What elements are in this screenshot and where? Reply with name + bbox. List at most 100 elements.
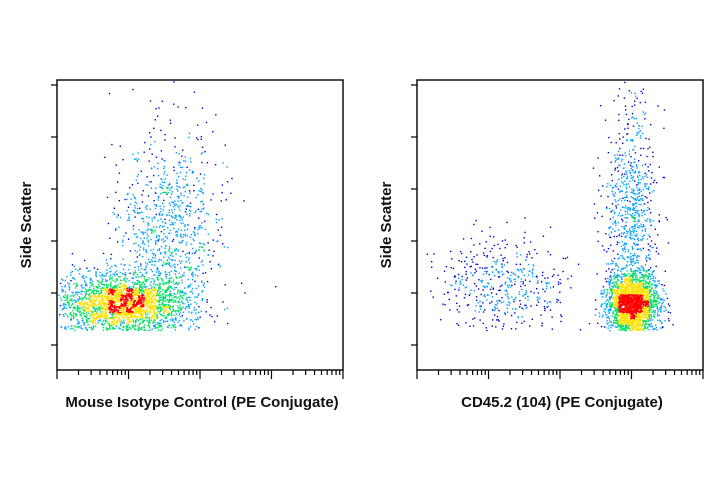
event-dot: [527, 296, 529, 298]
event-dot: [145, 285, 148, 288]
event-dot: [190, 325, 192, 328]
event-dot: [636, 223, 638, 225]
event-dot: [630, 258, 633, 260]
event-dot: [94, 299, 97, 301]
event-dot: [128, 318, 130, 321]
event-dot: [634, 275, 637, 277]
event-dot: [134, 249, 136, 252]
event-dot: [133, 303, 135, 305]
event-dot: [166, 306, 168, 309]
event-dot: [133, 302, 135, 304]
event-dot: [172, 238, 175, 241]
event-dot: [92, 304, 94, 307]
event-dot: [216, 240, 218, 243]
event-dot: [519, 300, 521, 302]
event-dot: [95, 275, 98, 278]
event-dot: [138, 289, 141, 291]
event-dot: [654, 300, 656, 303]
event-dot: [636, 256, 638, 258]
event-dot: [201, 259, 204, 262]
event-dot: [620, 190, 622, 192]
event-dot: [615, 320, 617, 322]
event-dot: [100, 295, 102, 297]
event-dot: [506, 304, 508, 306]
event-dot: [459, 250, 462, 253]
event-dot: [655, 250, 658, 253]
event-dot: [92, 315, 94, 317]
event-dot: [90, 295, 92, 298]
event-dot: [648, 275, 651, 277]
event-dot: [74, 326, 77, 329]
event-dot: [142, 232, 145, 235]
event-dot: [68, 300, 70, 302]
event-dot: [164, 263, 166, 265]
event-dot: [523, 293, 526, 296]
event-dot: [620, 235, 623, 237]
event-dot: [624, 196, 626, 199]
event-dot: [168, 262, 171, 264]
event-dot: [450, 266, 452, 269]
event-dot: [188, 205, 190, 207]
event-dot: [108, 298, 110, 301]
event-dot: [70, 304, 73, 307]
event-dot: [169, 229, 171, 231]
event-dot: [625, 329, 627, 332]
event-dot: [88, 317, 91, 320]
event-dot: [149, 327, 151, 329]
event-dot: [90, 328, 92, 331]
event-dot: [135, 282, 137, 284]
event-dot: [637, 270, 639, 272]
event-dot: [609, 298, 611, 301]
event-dot: [507, 277, 509, 279]
event-dot: [136, 260, 138, 263]
event-dot: [129, 305, 131, 307]
event-dot: [131, 288, 133, 291]
event-dot: [168, 202, 171, 204]
event-dot: [91, 310, 93, 313]
event-dot: [625, 326, 628, 328]
event-dot: [642, 132, 644, 135]
event-dot: [631, 280, 633, 282]
event-dot: [195, 210, 197, 212]
event-dot: [131, 287, 133, 290]
event-dot: [507, 301, 510, 303]
event-dot: [134, 204, 136, 207]
event-dot: [609, 275, 612, 277]
event-dot: [634, 227, 636, 229]
event-dot: [138, 229, 140, 231]
event-dot: [176, 182, 178, 184]
event-dot: [157, 284, 160, 286]
event-dot: [491, 296, 494, 298]
event-dot: [128, 310, 131, 313]
event-dot: [626, 328, 628, 330]
event-dot: [607, 299, 609, 301]
event-dot: [187, 224, 189, 226]
event-dot: [659, 327, 662, 329]
event-dot: [531, 318, 533, 320]
event-dot: [656, 297, 658, 299]
event-dot: [636, 270, 638, 272]
event-dot: [115, 293, 117, 296]
event-dot: [473, 244, 475, 246]
event-dot: [626, 176, 629, 178]
event-dot: [157, 322, 159, 324]
event-dot: [631, 328, 634, 331]
event-dot: [649, 325, 651, 327]
event-dot: [650, 303, 652, 306]
event-dot: [192, 238, 194, 240]
event-dot: [151, 301, 153, 303]
event-dot: [92, 317, 95, 319]
event-dot: [623, 328, 625, 330]
event-dot: [536, 296, 539, 298]
event-dot: [172, 223, 174, 225]
event-dot: [159, 294, 162, 296]
event-dot: [164, 139, 166, 141]
event-dot: [128, 285, 131, 288]
event-dot: [647, 166, 649, 168]
event-dot: [89, 303, 91, 305]
event-dot: [184, 211, 187, 213]
event-dot: [112, 279, 114, 281]
event-dot: [653, 311, 655, 313]
event-dot: [134, 307, 136, 310]
event-dot: [158, 297, 161, 299]
